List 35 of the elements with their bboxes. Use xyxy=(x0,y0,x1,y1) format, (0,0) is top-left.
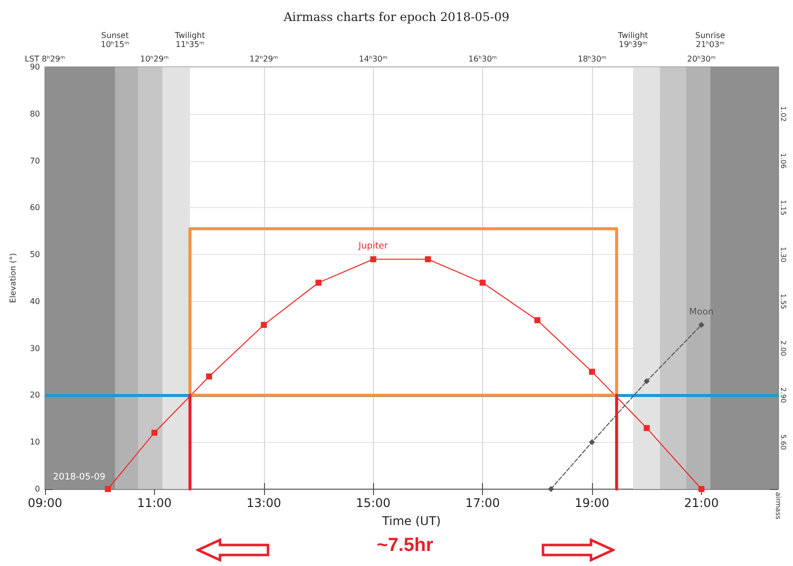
chart-title: Airmass charts for epoch 2018-05-09 xyxy=(282,10,510,24)
text: 18ʰ30ᵐ xyxy=(578,54,606,64)
y-tick-label: 50 xyxy=(30,250,40,260)
annotation: Twilight 19ʰ39ᵐ xyxy=(617,31,648,49)
x-tick-label: 13:00 xyxy=(246,496,282,510)
y-tick-label: 60 xyxy=(30,203,40,212)
annotation: Sunrise 21ʰ03ᵐ xyxy=(695,31,726,49)
x-tick-label: 21:00 xyxy=(684,496,719,510)
x-tick-label: 19:00 xyxy=(574,496,610,510)
x-tick-label: 09:00 xyxy=(28,496,62,510)
text: LST 8ʰ29ᵐ xyxy=(24,54,66,64)
x-axis-title: Time (UT) xyxy=(381,514,441,528)
y-tick-label: 90 xyxy=(30,62,40,72)
series-label: Jupiter xyxy=(358,242,388,252)
y-tick-label: 10 xyxy=(30,438,40,447)
annotation: Sunset 10ʰ15ᵐ xyxy=(100,31,130,49)
text: 12ʰ29ᵐ xyxy=(250,54,278,64)
x-tick-label: 11:00 xyxy=(137,496,172,510)
x-tick-label: 17:00 xyxy=(465,496,500,510)
series-label: Moon xyxy=(689,307,714,318)
y-tick-label: 80 xyxy=(30,109,40,118)
y-tick-label: 40 xyxy=(30,296,40,306)
y-tick-label: 30 xyxy=(30,344,40,353)
annotation: 2018-05-09 xyxy=(53,472,106,482)
y-tick-label: 0 xyxy=(34,484,40,494)
y-axis-title: Elevation (°) xyxy=(8,253,18,303)
text: 16ʰ30ᵐ xyxy=(468,54,497,64)
y-tick-label: 70 xyxy=(30,156,40,166)
text: ~7.5hr xyxy=(376,535,434,557)
annotation: Twilight 11ʰ35ᵐ xyxy=(174,31,205,49)
x-tick-label: 15:00 xyxy=(356,496,391,510)
y-tick-label: 20 xyxy=(30,390,40,400)
text: 10ʰ29ᵐ xyxy=(140,54,169,64)
text: 14ʰ30ᵐ xyxy=(358,54,388,64)
text: 20ʰ30ᵐ xyxy=(687,54,716,64)
